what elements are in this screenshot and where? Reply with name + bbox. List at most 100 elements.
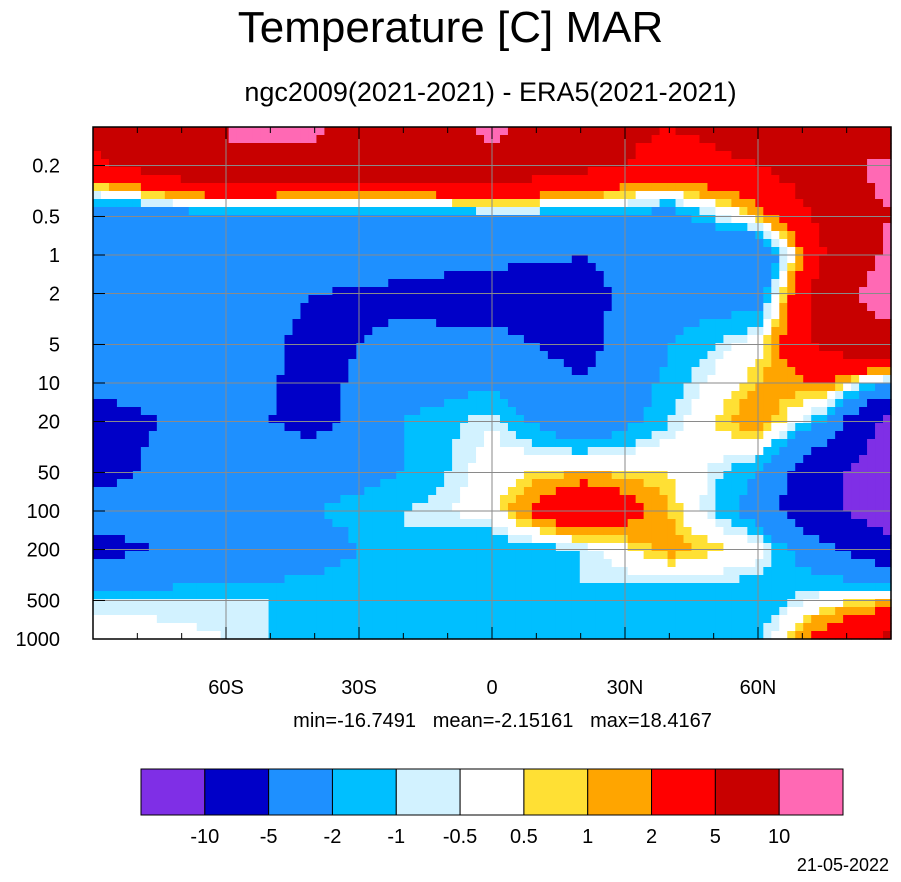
heatmap-cell	[164, 175, 174, 184]
heatmap-cell	[444, 511, 453, 520]
heatmap-cell	[356, 375, 365, 384]
heatmap-cell	[452, 455, 461, 464]
heatmap-cell	[476, 487, 485, 496]
heatmap-cell	[827, 391, 836, 400]
heatmap-cell	[348, 303, 357, 312]
heatmap-cell	[723, 471, 732, 480]
heatmap-cell	[108, 207, 118, 216]
heatmap-cell	[188, 343, 198, 352]
heatmap-cell	[308, 367, 318, 376]
heatmap-cell	[731, 423, 740, 432]
heatmap-cell	[268, 327, 278, 336]
heatmap-cell	[452, 215, 461, 224]
heatmap-cell	[603, 135, 613, 144]
heatmap-cell	[843, 391, 852, 400]
heatmap-cell	[827, 511, 836, 520]
heatmap-cell	[587, 255, 597, 264]
heatmap-cell	[460, 343, 469, 352]
heatmap-cell	[452, 343, 461, 352]
heatmap-cell	[164, 487, 174, 496]
heatmap-cell	[188, 479, 198, 488]
heatmap-cell	[380, 391, 389, 400]
heatmap-cell	[683, 287, 693, 296]
heatmap-cell	[739, 471, 748, 480]
heatmap-cell	[515, 487, 525, 496]
heatmap-cell	[132, 231, 142, 240]
heatmap-cell	[300, 239, 310, 248]
heatmap-cell	[492, 231, 501, 240]
heatmap-cell	[436, 431, 445, 440]
heatmap-cell	[651, 143, 661, 152]
heatmap-cell	[140, 199, 150, 208]
heatmap-cell	[236, 303, 246, 312]
heatmap-cell	[468, 335, 477, 344]
heatmap-cell	[699, 167, 709, 176]
heatmap-cell	[484, 471, 493, 480]
heatmap-cell	[148, 367, 158, 376]
heatmap-cell	[180, 479, 190, 488]
heatmap-cell	[172, 407, 182, 416]
heatmap-cell	[180, 151, 190, 160]
heatmap-cell	[156, 447, 166, 456]
heatmap-cell	[835, 247, 844, 256]
heatmap-cell	[300, 183, 310, 192]
heatmap-cell	[571, 247, 581, 256]
heatmap-cell	[731, 239, 740, 248]
heatmap-cell	[867, 303, 876, 312]
heatmap-cell	[380, 375, 389, 384]
heatmap-cell	[715, 135, 725, 144]
heatmap-cell	[356, 127, 365, 136]
heatmap-cell	[476, 447, 485, 456]
heatmap-cell	[779, 167, 788, 176]
heatmap-cell	[851, 183, 860, 192]
heatmap-cell	[324, 191, 333, 200]
heatmap-cell	[444, 319, 453, 328]
heatmap-cell	[563, 399, 573, 408]
heatmap-cell	[372, 343, 381, 352]
heatmap-cell	[555, 383, 565, 392]
heatmap-cell	[492, 431, 501, 440]
heatmap-cell	[100, 455, 110, 464]
heatmap-cell	[300, 135, 310, 144]
heatmap-cell	[324, 263, 333, 272]
heatmap-cell	[172, 455, 182, 464]
heatmap-cell	[539, 455, 549, 464]
heatmap-cell	[819, 295, 828, 304]
heatmap-cell	[356, 167, 365, 176]
heatmap-cell	[276, 175, 286, 184]
heatmap-cell	[739, 215, 748, 224]
heatmap-cell	[499, 487, 509, 496]
heatmap-cell	[587, 223, 597, 232]
heatmap-cell	[835, 207, 844, 216]
heatmap-cell	[492, 455, 501, 464]
heatmap-cell	[803, 327, 812, 336]
heatmap-cell	[595, 479, 605, 488]
heatmap-cell	[484, 415, 493, 424]
heatmap-cell	[372, 175, 381, 184]
heatmap-cell	[819, 247, 828, 256]
heatmap-cell	[93, 223, 102, 232]
heatmap-cell	[196, 471, 206, 480]
heatmap-cell	[875, 439, 884, 448]
heatmap-cell	[635, 239, 645, 248]
heatmap-cell	[867, 479, 876, 488]
heatmap-cell	[484, 255, 493, 264]
heatmap-cell	[635, 127, 645, 136]
heatmap-cell	[132, 503, 142, 512]
heatmap-cell	[316, 335, 326, 344]
heatmap-cell	[244, 439, 254, 448]
heatmap-cell	[492, 295, 501, 304]
heatmap-cell	[140, 143, 150, 152]
heatmap-cell	[156, 271, 166, 280]
heatmap-cell	[667, 207, 677, 216]
heatmap-cell	[428, 471, 437, 480]
heatmap-cell	[859, 311, 868, 320]
heatmap-cell	[492, 495, 501, 504]
heatmap-cell	[859, 263, 868, 272]
heatmap-cell	[156, 479, 166, 488]
heatmap-cell	[388, 463, 397, 472]
heatmap-cell	[484, 463, 493, 472]
heatmap-cell	[316, 327, 326, 336]
heatmap-cell	[436, 159, 445, 168]
